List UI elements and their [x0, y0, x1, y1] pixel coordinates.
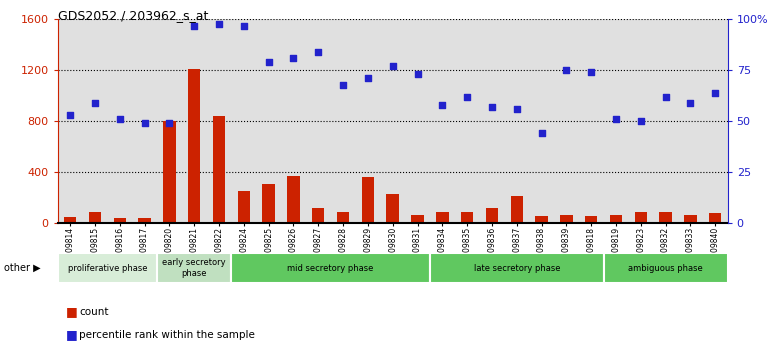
Bar — [362, 177, 374, 223]
Bar — [213, 116, 226, 223]
Bar — [436, 212, 448, 223]
Point — [486, 104, 498, 110]
Bar — [281, 19, 306, 223]
Bar — [709, 213, 721, 223]
Point — [263, 59, 275, 65]
Point — [64, 112, 76, 118]
Bar — [560, 215, 573, 223]
Bar — [114, 218, 126, 223]
Bar — [480, 19, 504, 223]
Bar — [455, 19, 480, 223]
Point — [610, 116, 622, 122]
Point — [585, 70, 598, 75]
Bar — [411, 215, 424, 223]
Bar — [188, 69, 200, 223]
Text: percentile rank within the sample: percentile rank within the sample — [79, 330, 255, 339]
Point — [709, 90, 721, 96]
Bar — [504, 19, 529, 223]
Bar — [685, 215, 697, 223]
Bar — [703, 19, 728, 223]
Point — [238, 23, 250, 28]
Bar — [634, 212, 647, 223]
Bar — [232, 253, 430, 283]
Point — [337, 82, 350, 87]
Bar — [430, 253, 604, 283]
Bar — [604, 253, 728, 283]
Bar — [206, 19, 232, 223]
Bar — [263, 184, 275, 223]
Bar — [312, 208, 324, 223]
Point — [163, 120, 176, 126]
Point — [89, 100, 101, 106]
Bar — [157, 19, 182, 223]
Bar — [157, 253, 232, 283]
Bar — [256, 19, 281, 223]
Bar — [604, 19, 628, 223]
Bar — [529, 19, 554, 223]
Bar — [182, 19, 206, 223]
Point — [114, 116, 126, 122]
Text: other ▶: other ▶ — [4, 263, 41, 273]
Point — [139, 120, 151, 126]
Bar — [58, 19, 82, 223]
Point — [436, 102, 448, 108]
Bar — [64, 217, 76, 223]
Point — [461, 94, 474, 100]
Bar — [58, 253, 157, 283]
Text: ambiguous phase: ambiguous phase — [628, 264, 703, 273]
Bar — [356, 19, 380, 223]
Point — [685, 100, 697, 106]
Bar — [387, 194, 399, 223]
Bar — [653, 19, 678, 223]
Point — [362, 76, 374, 81]
Point — [511, 106, 523, 112]
Point — [387, 63, 399, 69]
Bar — [107, 19, 132, 223]
Bar — [82, 19, 107, 223]
Text: late secretory phase: late secretory phase — [474, 264, 560, 273]
Bar — [139, 218, 151, 223]
Bar — [430, 19, 455, 223]
Bar — [163, 121, 176, 223]
Text: GDS2052 / 203962_s_at: GDS2052 / 203962_s_at — [58, 9, 208, 22]
Point — [287, 55, 300, 61]
Text: mid secretory phase: mid secretory phase — [287, 264, 374, 273]
Bar — [585, 216, 598, 223]
Point — [634, 118, 647, 124]
Bar — [232, 19, 256, 223]
Point — [659, 94, 671, 100]
Bar — [132, 19, 157, 223]
Bar — [380, 19, 405, 223]
Text: ■: ■ — [65, 328, 77, 341]
Point — [535, 131, 547, 136]
Bar — [337, 212, 350, 223]
Bar — [628, 19, 653, 223]
Point — [411, 72, 424, 77]
Text: proliferative phase: proliferative phase — [68, 264, 147, 273]
Text: ■: ■ — [65, 305, 77, 318]
Bar — [330, 19, 356, 223]
Bar — [535, 216, 547, 223]
Bar — [405, 19, 430, 223]
Point — [188, 23, 200, 28]
Bar — [306, 19, 330, 223]
Text: early secretory
phase: early secretory phase — [162, 258, 226, 278]
Bar — [659, 212, 671, 223]
Bar — [579, 19, 604, 223]
Point — [561, 68, 573, 73]
Bar — [511, 196, 523, 223]
Bar — [287, 176, 300, 223]
Bar — [461, 212, 474, 223]
Bar — [678, 19, 703, 223]
Bar — [554, 19, 579, 223]
Bar — [238, 191, 250, 223]
Point — [312, 49, 324, 55]
Point — [213, 21, 225, 27]
Bar — [486, 208, 498, 223]
Text: count: count — [79, 307, 109, 316]
Bar — [610, 215, 622, 223]
Bar — [89, 212, 101, 223]
